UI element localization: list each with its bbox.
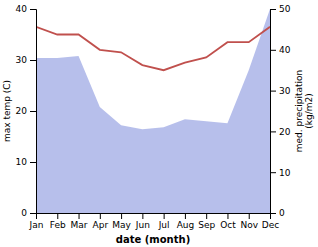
tick-label: 40 [279, 45, 291, 55]
tick: Aug [177, 213, 195, 230]
tick-label: 20 [279, 127, 291, 137]
tick-label: 50 [279, 4, 291, 14]
tick: 40 [270, 45, 291, 55]
tick-label: 40 [16, 4, 28, 14]
tick-label: 20 [16, 106, 28, 116]
chart: JanFebMarAprMayJunJulAugSepOctNovDec0102… [0, 0, 318, 247]
tick-mark [79, 213, 80, 219]
tick-mark [270, 91, 276, 92]
tick-mark [270, 9, 276, 10]
plot: JanFebMarAprMayJunJulAugSepOctNovDec0102… [16, 4, 291, 230]
y-axis: 0 10 20 30 40 [16, 4, 37, 218]
tick: 0 [21, 208, 36, 218]
tick: Sep [198, 213, 215, 230]
axis-line [271, 10, 277, 214]
tick-label: Feb [50, 220, 66, 230]
tick-mark [30, 111, 36, 112]
tick: 20 [270, 127, 291, 137]
tick-label: 0 [21, 208, 27, 218]
tick-mark [57, 213, 58, 219]
tick-label: Sep [198, 220, 215, 230]
marks [36, 9, 270, 213]
tick: Jul [158, 213, 170, 230]
tick-label: 30 [16, 55, 28, 65]
tick: Feb [50, 213, 66, 230]
tick: Jan [29, 213, 44, 230]
tick-mark [30, 60, 36, 61]
tick-mark [270, 131, 276, 132]
tick: Apr [93, 213, 109, 230]
tick-mark [206, 213, 207, 219]
tick-mark [142, 213, 143, 219]
tick-label: 10 [16, 157, 28, 167]
tick-label: 30 [279, 86, 291, 96]
tick-label: Mar [71, 220, 88, 230]
tick-mark [164, 213, 165, 219]
tick: 20 [16, 106, 36, 116]
tick-label: Jul [158, 220, 170, 230]
y2-axis: 0 10 20 30 40 50 [270, 4, 291, 218]
tick-mark [121, 213, 122, 219]
tick-label: 10 [279, 168, 291, 178]
tick-mark [30, 213, 36, 214]
tick: 0 [270, 208, 285, 218]
tick: 40 [16, 4, 36, 14]
x-axis-title: date (month) [116, 234, 190, 245]
tick: 30 [270, 86, 291, 96]
tick-mark [227, 213, 228, 219]
tick-mark [100, 213, 101, 219]
tick-mark [185, 213, 186, 219]
tick: May [112, 213, 131, 230]
tick: Dec [262, 213, 279, 230]
tick-mark [30, 162, 36, 163]
tick-mark [270, 50, 276, 51]
y-axis-title: max temp (C) [2, 80, 12, 142]
tick-label: Jun [135, 220, 150, 230]
tick-label: Jan [29, 220, 44, 230]
tick-label: Oct [220, 220, 236, 230]
tick: Nov [240, 213, 258, 230]
tick: 10 [270, 168, 291, 178]
axis-line [37, 214, 271, 220]
tick-label: Aug [177, 220, 195, 230]
tick: Oct [220, 213, 236, 230]
x-axis: Jan Feb Mar AprMay Jun Jul AugSep Oct Nov Dec [29, 213, 280, 230]
tick-mark [249, 213, 250, 219]
tick: 50 [270, 4, 291, 14]
tick-label: Dec [262, 220, 279, 230]
tick-label: Nov [240, 220, 258, 230]
axis-line [30, 10, 37, 214]
tick-mark [270, 213, 276, 214]
tick: 30 [16, 55, 36, 65]
tick-mark [30, 9, 36, 10]
tick: Mar [71, 213, 88, 230]
tick-mark [270, 172, 276, 173]
area [36, 9, 270, 213]
tick: 10 [16, 157, 36, 167]
tick-label: 0 [279, 208, 285, 218]
tick-label: Apr [93, 220, 109, 230]
tick-label: May [112, 220, 131, 230]
line [36, 27, 270, 70]
tick: Jun [135, 213, 150, 230]
y2-axis-title: med. precipitation(kg/m2) [294, 70, 314, 152]
